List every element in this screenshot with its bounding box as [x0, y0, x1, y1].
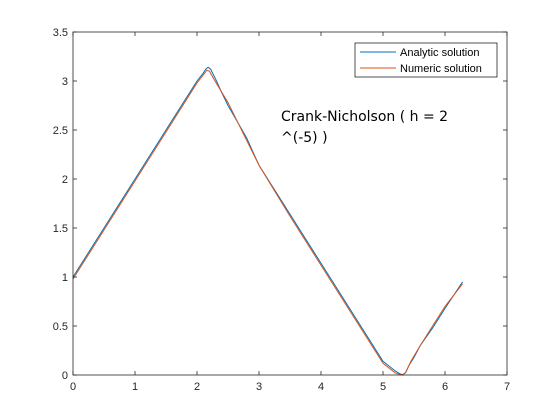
y-tick-label: 3.5: [53, 27, 68, 39]
x-tick-label: 6: [442, 381, 448, 393]
x-tick-label: 7: [504, 381, 510, 393]
x-tick-label: 4: [318, 381, 324, 393]
legend: Analytic solution Numeric solution: [354, 42, 498, 78]
annotation-line-1: Crank-Nicholson ( h = 2: [281, 109, 448, 125]
x-tick-label: 0: [70, 381, 76, 393]
legend-label-analytic: Analytic solution: [400, 47, 480, 59]
x-tick-label: 5: [380, 381, 386, 393]
y-tick-label: 1.5: [53, 223, 68, 235]
legend-label-numeric: Numeric solution: [400, 63, 482, 75]
x-tick-label: 3: [256, 381, 262, 393]
x-tick-label: 1: [132, 381, 138, 393]
annotation-line-2: ^(-5) ): [281, 130, 328, 146]
series-layer: [72, 66, 463, 376]
legend-box: [354, 42, 498, 78]
x-tick-label: 2: [194, 381, 200, 393]
y-tick-label: 1: [62, 272, 68, 284]
ticks-layer: 0 1 2 3 4 5 6 7 0 0.5 1 1.5 2 2.5 3 3.5: [53, 27, 510, 393]
axes-box: [72, 31, 508, 376]
y-tick-label: 2: [62, 174, 68, 186]
series-line-numeric: [72, 69, 463, 376]
annotation-layer: Crank-Nicholson ( h = 2 ^(-5) ): [281, 109, 448, 146]
plot-area: [73, 32, 507, 375]
y-tick-label: 0.5: [53, 321, 68, 333]
y-tick-label: 2.5: [53, 125, 68, 137]
y-tick-label: 3: [62, 76, 68, 88]
axes-layer: [72, 31, 508, 376]
y-tick-label: 0: [62, 370, 68, 382]
